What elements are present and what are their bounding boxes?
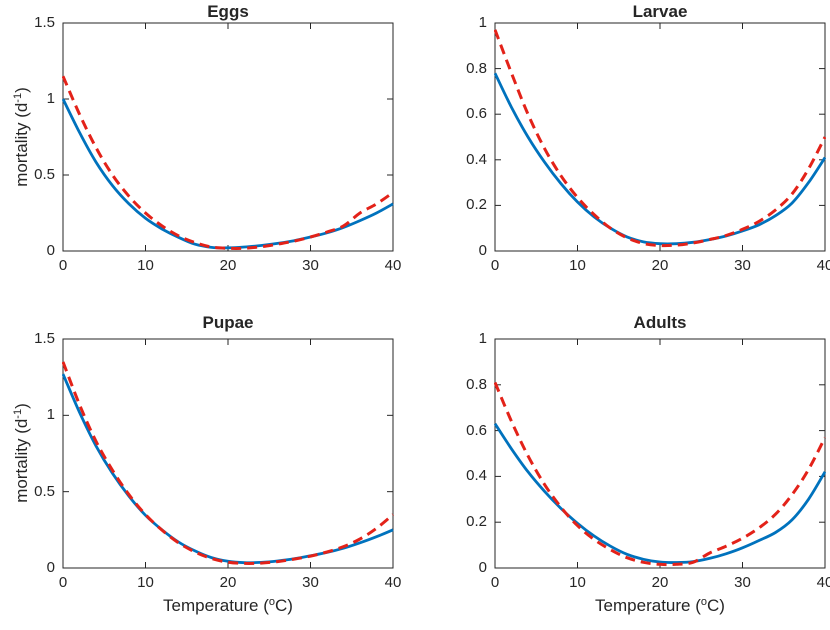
eggs-blue-solid-curve	[62, 98, 394, 250]
x-axis-label-superscript: o	[700, 596, 707, 609]
adults-red-dashed-curve	[494, 381, 826, 567]
adults-xtick-label: 0	[490, 574, 500, 591]
larvae-xtick-label: 30	[734, 257, 751, 274]
larvae-xtick-label: 10	[569, 257, 586, 274]
eggs-xtick-label: 20	[219, 257, 237, 274]
subplot-title-larvae: Larvae	[632, 2, 688, 21]
eggs-ytick-label: 0.5	[34, 166, 55, 183]
adults-xtick-label: 30	[734, 574, 751, 591]
axes-box-eggs	[62, 22, 394, 252]
x-axis-label-text: Temperature (	[595, 596, 701, 615]
eggs-xtick-label: 10	[137, 257, 154, 274]
larvae-xtick-label: 20	[651, 257, 669, 274]
x-axis-label-close: C)	[707, 596, 725, 615]
x-axis-label-adults: Temperature (oC)	[495, 594, 825, 618]
pupae-ytick-label: 1	[46, 406, 55, 424]
pupae-xtick-label: 30	[302, 574, 319, 591]
larvae-red-dashed-curve	[494, 29, 826, 248]
larvae-blue-solid-curve	[494, 72, 826, 246]
pupae-xtick-label: 20	[219, 574, 237, 591]
larvae-ytick-label: 0.6	[466, 105, 487, 123]
subplot-title-adults: Adults	[633, 313, 687, 332]
pupae-ytick-label: 0.5	[34, 482, 55, 500]
adults-ytick-label: 0	[478, 559, 487, 576]
subplot-title-pupae: Pupae	[202, 313, 254, 332]
adults-ytick-label: 1	[478, 330, 487, 347]
adults-xtick-label: 40	[816, 574, 830, 591]
x-axis-label-pupae: Temperature (oC)	[63, 594, 393, 618]
larvae-ytick-label: 0	[478, 242, 487, 259]
adults-xtick-label: 20	[651, 574, 669, 591]
eggs-red-dashed-curve	[62, 75, 394, 250]
larvae-ytick-label: 1	[478, 14, 487, 31]
adults-ytick-label: 0.2	[466, 513, 487, 531]
adults-ytick-label: 0.8	[466, 375, 487, 393]
y-axis-label-pupae: mortality (d-1)	[10, 339, 34, 567]
adults-ytick-label: 0.4	[466, 467, 487, 485]
pupae-ytick-label: 0	[46, 559, 55, 576]
eggs-ytick-label: 0	[46, 242, 55, 259]
eggs-ytick-label: 1	[46, 90, 55, 107]
eggs-ytick-label: 1.5	[34, 14, 55, 31]
x-axis-label-text: Temperature (	[163, 596, 269, 615]
adults-ytick-label: 0.6	[466, 421, 487, 439]
subplot-title-eggs: Eggs	[207, 2, 249, 21]
eggs-xtick-label: 0	[58, 257, 68, 274]
pupae-red-dashed-curve	[62, 361, 394, 565]
axes-box-pupae	[62, 338, 394, 569]
eggs-xtick-label: 30	[302, 257, 319, 274]
x-axis-label-close: C)	[275, 596, 293, 615]
pupae-xtick-label: 10	[137, 574, 154, 591]
x-axis-label-superscript: o	[268, 596, 275, 609]
larvae-xtick-label: 40	[816, 257, 830, 274]
adults-xtick-label: 10	[569, 574, 586, 591]
y-axis-label-eggs: mortality (d-1)	[10, 23, 34, 251]
larvae-ytick-label: 0.8	[466, 59, 487, 77]
pupae-xtick-label: 0	[58, 574, 68, 591]
adults-blue-solid-curve	[494, 422, 826, 564]
larvae-ytick-label: 0.4	[466, 150, 487, 168]
larvae-xtick-label: 0	[490, 257, 500, 274]
pupae-xtick-label: 40	[384, 574, 402, 591]
pupae-ytick-label: 1.5	[34, 330, 55, 347]
eggs-xtick-label: 40	[384, 257, 402, 274]
larvae-ytick-label: 0.2	[466, 196, 487, 214]
